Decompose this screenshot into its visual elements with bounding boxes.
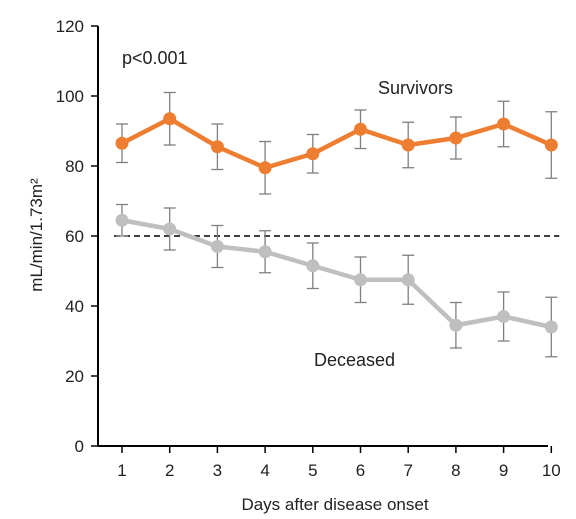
deceased-point [115, 213, 129, 227]
deceased-point [306, 259, 320, 273]
survivors-point [258, 161, 272, 175]
x-tick-label: 3 [213, 461, 222, 480]
y-tick-label: 100 [56, 87, 84, 106]
x-tick-label: 8 [451, 461, 460, 480]
x-tick-label: 9 [499, 461, 508, 480]
survivors-point [497, 117, 511, 131]
series-layer [115, 91, 558, 358]
deceased-point [210, 240, 224, 253]
survivors-point [401, 138, 415, 152]
deceased-point [544, 320, 558, 334]
y-axis-ticks: 0 20 40 60 80 100 120 [56, 17, 98, 456]
x-axis-label: Days after disease onset [241, 495, 428, 514]
survivors-line [120, 116, 553, 170]
y-tick-label: 120 [56, 17, 84, 36]
x-tick-label: 10 [542, 461, 561, 480]
y-tick-label: 20 [65, 367, 84, 386]
survivors-point [449, 131, 463, 145]
survivors-series [115, 91, 558, 195]
survivors-point [163, 112, 177, 126]
survivors-point [544, 138, 558, 152]
deceased-point [163, 222, 177, 236]
y-axis-label: mL/min/1.73m² [27, 178, 46, 292]
survivors-point [306, 147, 320, 161]
survivors-point [354, 122, 367, 136]
p-value-annotation: p<0.001 [122, 48, 188, 68]
x-tick-label: 5 [308, 461, 317, 480]
deceased-point [258, 245, 272, 259]
deceased-line [121, 218, 552, 330]
y-tick-label: 0 [75, 437, 84, 456]
deceased-point [401, 273, 415, 287]
deceased-point [449, 318, 463, 332]
deceased-point [497, 310, 511, 323]
y-tick-label: 60 [65, 227, 84, 246]
deceased-point [354, 273, 367, 287]
survivors-label: Survivors [378, 78, 453, 98]
y-tick-label: 80 [65, 157, 84, 176]
survivors-point [115, 136, 129, 150]
x-axis-ticks: 1 2 3 4 5 6 7 8 9 10 [117, 446, 561, 480]
x-tick-label: 1 [117, 461, 126, 480]
x-tick-label: 6 [356, 461, 365, 480]
deceased-label: Deceased [314, 350, 395, 370]
x-tick-label: 7 [403, 461, 412, 480]
survivors-point [210, 140, 224, 154]
deceased-series [115, 203, 558, 358]
x-tick-label: 2 [165, 461, 174, 480]
x-tick-label: 4 [260, 461, 269, 480]
y-tick-label: 40 [65, 297, 84, 316]
